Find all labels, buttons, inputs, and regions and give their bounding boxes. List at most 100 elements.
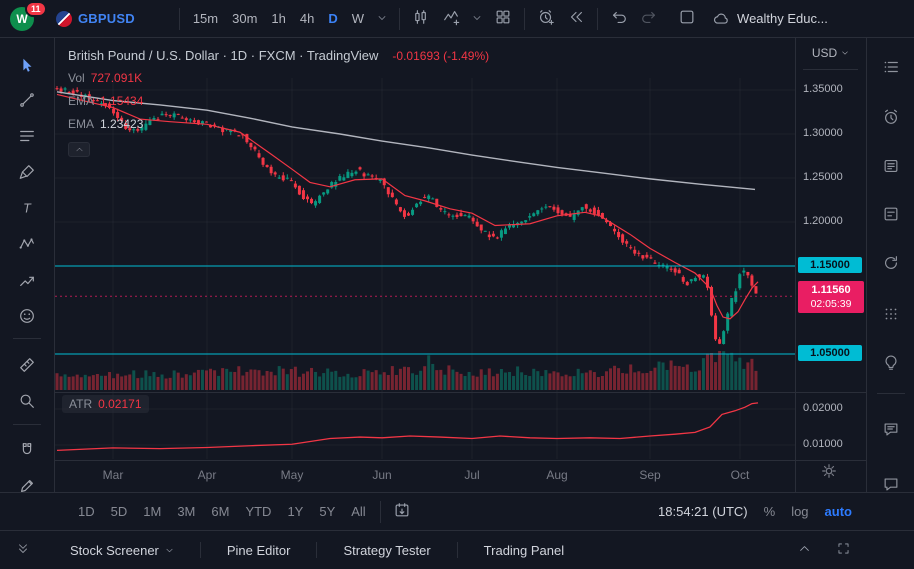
indicators-dropdown-button[interactable] bbox=[466, 5, 488, 33]
bar-countdown: 02:05:39 bbox=[810, 297, 852, 310]
rail-separator bbox=[877, 393, 905, 394]
text-tool[interactable]: T bbox=[13, 195, 41, 223]
range-5y[interactable]: 5Y bbox=[319, 504, 336, 519]
drawing-edit-tool[interactable] bbox=[13, 473, 41, 501]
price-scale-currency[interactable]: USD bbox=[795, 46, 866, 60]
redo-button[interactable] bbox=[634, 5, 664, 33]
time-axis-month-label: Jul bbox=[464, 468, 480, 482]
pattern-tool[interactable] bbox=[13, 231, 41, 259]
tab-separator bbox=[456, 542, 458, 558]
private-chat-button[interactable] bbox=[877, 471, 905, 499]
log-scale-button[interactable]: log bbox=[791, 504, 809, 519]
forecast-tool[interactable] bbox=[13, 267, 41, 295]
cursor-tool[interactable] bbox=[13, 52, 41, 80]
clock-utc[interactable]: 18:54:21 (UTC) bbox=[658, 504, 748, 519]
public-chat-button[interactable] bbox=[877, 416, 905, 444]
news-button[interactable] bbox=[877, 153, 905, 181]
time-axis[interactable]: Mar Apr May Jun Jul Aug Sep Oct bbox=[55, 461, 795, 492]
range-1d[interactable]: 1D bbox=[78, 504, 95, 519]
plus-circle-icon bbox=[149, 8, 167, 29]
right-sidebar bbox=[866, 38, 914, 530]
price-scale[interactable]: USD 1.35000 1.30000 1.25000 1.20000 0.02000 0… bbox=[795, 38, 866, 492]
range-all[interactable]: All bbox=[351, 504, 366, 519]
price-chart[interactable] bbox=[55, 38, 795, 460]
save-layout-button[interactable] bbox=[672, 5, 702, 33]
interval-4h[interactable]: 4h bbox=[299, 11, 315, 26]
tab-stock-screener[interactable]: Stock Screener bbox=[44, 531, 200, 569]
currency-divider bbox=[803, 69, 858, 70]
chevron-down-icon bbox=[472, 12, 482, 26]
chevron-down-icon bbox=[841, 46, 849, 60]
undo-button[interactable] bbox=[604, 5, 634, 33]
cloud-icon bbox=[712, 10, 730, 28]
interval-30m[interactable]: 30m bbox=[232, 11, 258, 26]
alerts-button[interactable] bbox=[877, 104, 905, 132]
tab-pine-editor[interactable]: Pine Editor bbox=[201, 531, 317, 569]
atr-legend: ATR 0.02171 bbox=[62, 395, 149, 413]
range-1m[interactable]: 1M bbox=[143, 504, 162, 519]
ideas-button[interactable] bbox=[877, 349, 905, 377]
emoji-tool[interactable] bbox=[13, 303, 41, 331]
bottom-panel-tabs: Stock Screener Pine Editor Strategy Test… bbox=[0, 530, 914, 569]
bar-replay-button[interactable] bbox=[561, 5, 591, 33]
range-ytd[interactable]: YTD bbox=[245, 504, 272, 519]
interval-1d[interactable]: D bbox=[328, 11, 338, 26]
zoom-tool[interactable] bbox=[13, 388, 41, 416]
tab-trading-panel[interactable]: Trading Panel bbox=[458, 531, 590, 569]
chart-settings-button[interactable] bbox=[820, 462, 838, 483]
tab-strategy-tester[interactable]: Strategy Tester bbox=[317, 531, 456, 569]
compare-add-button[interactable] bbox=[143, 5, 173, 33]
interval-15m[interactable]: 15m bbox=[192, 11, 219, 26]
create-alert-button[interactable] bbox=[531, 5, 561, 33]
fib-tool[interactable] bbox=[13, 123, 41, 151]
range-toolbar: 1D 5D 1M 3M 6M YTD 1Y 5Y All 18:54:21 (U… bbox=[0, 492, 914, 530]
percent-scale-button[interactable]: % bbox=[763, 504, 776, 519]
more-tools-button[interactable] bbox=[16, 542, 30, 559]
measure-tool[interactable] bbox=[13, 352, 41, 380]
brush-icon bbox=[18, 163, 36, 184]
magnet-tool[interactable] bbox=[13, 437, 41, 465]
chevron-up-icon bbox=[75, 143, 84, 157]
toolbar-separator bbox=[178, 7, 180, 30]
watchlist-button[interactable] bbox=[877, 54, 905, 82]
volume-label: Vol bbox=[68, 71, 85, 85]
data-window-button[interactable] bbox=[877, 201, 905, 229]
indicators-button[interactable] bbox=[436, 5, 466, 33]
pane-separator[interactable] bbox=[55, 392, 866, 393]
time-axis-month-label: Aug bbox=[546, 468, 568, 482]
interval-1h[interactable]: 1h bbox=[271, 11, 286, 26]
level-badge-upper[interactable]: 1.15000 bbox=[798, 257, 862, 273]
magnifier-icon bbox=[18, 392, 36, 413]
interval-1w[interactable]: W bbox=[351, 11, 365, 26]
cloud-account-button[interactable]: Wealthy Educ... bbox=[712, 10, 828, 28]
legend-collapse-button[interactable] bbox=[68, 142, 90, 157]
layout-templates-button[interactable] bbox=[488, 5, 518, 33]
hotlists-button[interactable] bbox=[877, 250, 905, 278]
calendar-button[interactable] bbox=[877, 301, 905, 329]
tab-separator bbox=[199, 542, 201, 558]
range-5d[interactable]: 5D bbox=[110, 504, 128, 519]
panel-fullscreen-button[interactable] bbox=[837, 542, 850, 558]
chevron-down-icon bbox=[165, 546, 174, 555]
text-icon: T bbox=[18, 199, 36, 220]
tab-label: Stock Screener bbox=[70, 542, 159, 558]
go-to-date-icon bbox=[393, 501, 411, 522]
panel-collapse-button[interactable] bbox=[798, 542, 811, 558]
level-badge-lower[interactable]: 1.05000 bbox=[798, 345, 862, 361]
toolbar-separator bbox=[399, 7, 401, 30]
range-1y[interactable]: 1Y bbox=[287, 504, 304, 519]
go-to-date-button[interactable] bbox=[387, 498, 417, 526]
range-6m[interactable]: 6M bbox=[211, 504, 230, 519]
range-3m[interactable]: 3M bbox=[177, 504, 196, 519]
auto-scale-button[interactable]: auto bbox=[824, 504, 852, 519]
symbol-search-button[interactable]: GBPUSD bbox=[48, 5, 143, 33]
atr-value: 0.02171 bbox=[98, 397, 142, 411]
interval-dropdown-button[interactable] bbox=[371, 5, 393, 33]
toolbar-separator bbox=[597, 7, 599, 30]
trend-line-tool[interactable] bbox=[13, 87, 41, 115]
user-menu-button[interactable]: W 11 bbox=[8, 0, 48, 35]
ruler-icon bbox=[18, 356, 36, 377]
brush-tool[interactable] bbox=[13, 159, 41, 187]
refresh-circle-icon bbox=[882, 254, 900, 275]
chart-style-button[interactable] bbox=[406, 5, 436, 33]
